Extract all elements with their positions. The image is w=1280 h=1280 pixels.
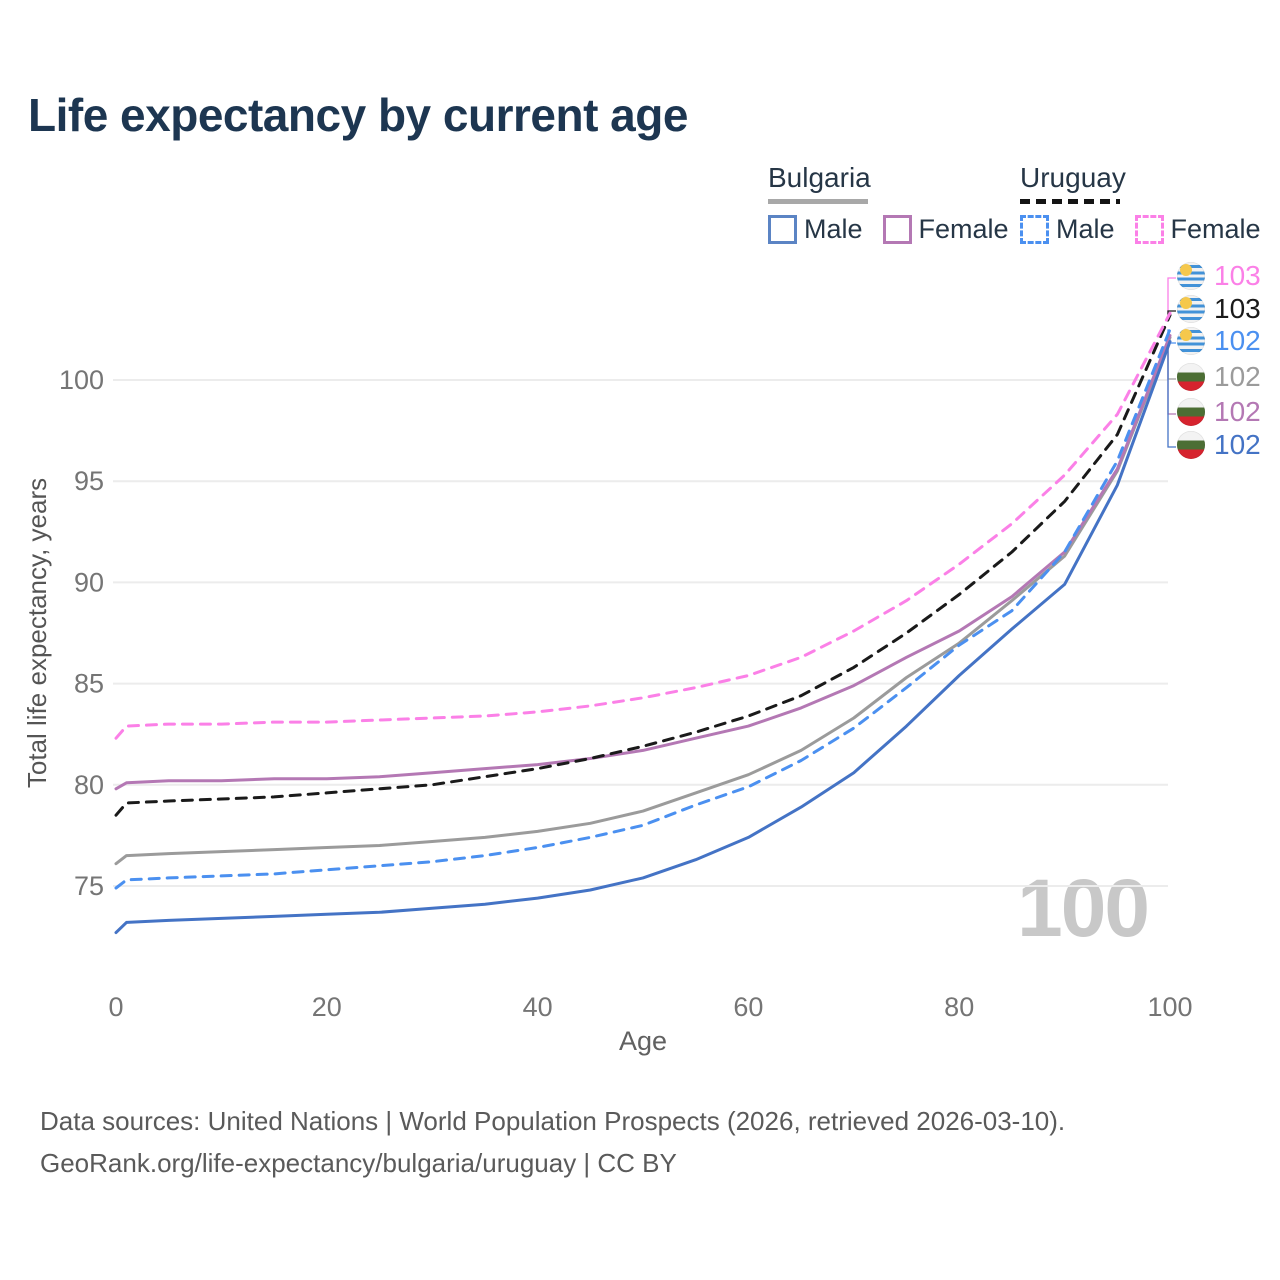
legend-group-bulgaria: Bulgaria Male Female <box>768 162 1009 245</box>
end-label-value: 102 <box>1214 361 1261 392</box>
bulgaria-line-style-sample <box>768 199 868 204</box>
x-axis-title: Age <box>619 1026 667 1056</box>
end-label-row: 103 <box>1177 295 1261 323</box>
end-label-row: 102 <box>1177 431 1261 459</box>
end-label-value: 103 <box>1214 260 1261 291</box>
legend-group-uruguay: Uruguay Male Female <box>1020 162 1261 245</box>
legend-item-label: Male <box>804 214 863 244</box>
legend-country-label-uruguay: Uruguay <box>1020 162 1126 193</box>
legend-item-uruguay-male[interactable]: Male <box>1020 214 1115 245</box>
sun-icon <box>1180 329 1192 341</box>
end-label-row: 102 <box>1177 327 1261 355</box>
end-label-row: 103 <box>1177 262 1261 290</box>
bulgaria-flag-icon <box>1177 398 1205 426</box>
series-line-bulgaria-female <box>114 334 1172 791</box>
legend-country-label-bulgaria: Bulgaria <box>768 162 871 193</box>
uruguay-female-swatch-icon <box>1134 215 1164 244</box>
sun-icon <box>1180 297 1192 309</box>
series-line-bulgaria-both-sexes <box>114 336 1172 866</box>
x-tick-label: 80 <box>944 992 974 1022</box>
sun-icon <box>1180 264 1192 276</box>
legend-item-bulgaria-male[interactable]: Male <box>768 214 863 245</box>
x-tick-label: 60 <box>733 992 763 1022</box>
x-tick-label: 40 <box>523 992 553 1022</box>
legend-item-label: Female <box>1170 214 1261 244</box>
end-label-value: 102 <box>1214 429 1261 460</box>
series-line-uruguay-female <box>114 311 1172 740</box>
legend-item-label: Female <box>918 214 1009 244</box>
legend-item-label: Male <box>1056 214 1115 244</box>
series-line-uruguay-both-sexes <box>114 313 1172 817</box>
series-line-uruguay-male <box>114 327 1172 890</box>
end-label-connector <box>1167 341 1176 448</box>
legend-item-uruguay-female[interactable]: Female <box>1134 214 1261 245</box>
end-label-row: 102 <box>1177 398 1261 426</box>
bulgaria-female-swatch-icon <box>882 215 912 244</box>
y-tick-label: 100 <box>59 365 104 395</box>
x-tick-label: 20 <box>312 992 342 1022</box>
bulgaria-flag-icon <box>1177 363 1205 391</box>
x-tick-label: 0 <box>108 992 123 1022</box>
y-tick-label: 90 <box>74 567 104 597</box>
y-tick-label: 85 <box>74 669 104 699</box>
end-label-value: 102 <box>1214 396 1261 427</box>
end-label-value: 103 <box>1214 293 1261 324</box>
attribution-note: GeoRank.org/life-expectancy/bulgaria/uru… <box>40 1148 677 1178</box>
y-axis-title: Total life expectancy, years <box>22 478 52 788</box>
bulgaria-flag-icon <box>1177 431 1205 459</box>
end-label-row: 102 <box>1177 363 1261 391</box>
y-tick-label: 80 <box>74 770 104 800</box>
series-line-bulgaria-male <box>114 340 1172 935</box>
page-title: Life expectancy by current age <box>28 89 688 141</box>
x-tick-label: 100 <box>1147 992 1192 1022</box>
end-label-value: 102 <box>1214 325 1261 356</box>
y-tick-label: 95 <box>74 466 104 496</box>
end-label-connector <box>1167 277 1176 314</box>
legend-item-bulgaria-female[interactable]: Female <box>882 214 1009 245</box>
uruguay-male-swatch-icon <box>1020 215 1049 244</box>
y-tick-label: 75 <box>74 871 104 901</box>
data-sources-note: Data sources: United Nations | World Pop… <box>40 1106 1066 1136</box>
bulgaria-male-swatch-icon <box>768 215 797 244</box>
uruguay-flag-icon <box>1177 327 1205 355</box>
uruguay-flag-icon <box>1177 295 1205 323</box>
uruguay-line-style-sample <box>1020 199 1120 204</box>
uruguay-flag-icon <box>1177 262 1205 290</box>
age-watermark: 100 <box>1017 863 1150 954</box>
